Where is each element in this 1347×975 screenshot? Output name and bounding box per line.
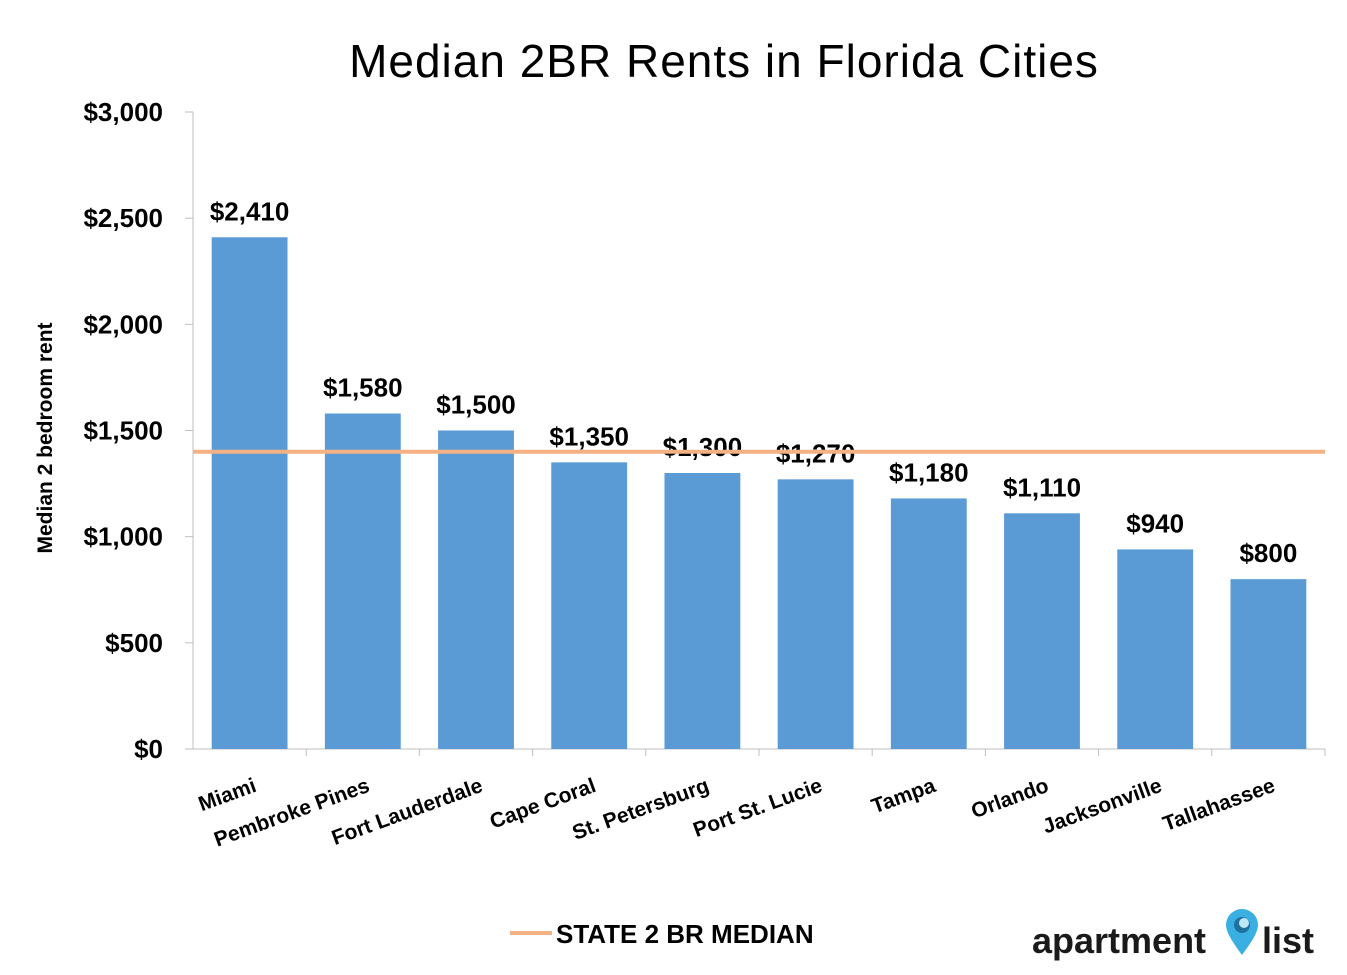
y-axis: $0 $500 $1,000 $1,500 $2,000 $2,500 $3,000: [83, 97, 1325, 764]
bar: [1117, 549, 1194, 749]
bar: [551, 462, 628, 749]
x-tick-label: Jacksonville: [1040, 774, 1165, 838]
y-tick-label: $2,500: [83, 203, 163, 233]
chart-title: Median 2BR Rents in Florida Cities: [349, 35, 1099, 87]
data-label: $1,350: [549, 421, 629, 451]
bar: [211, 237, 288, 749]
data-label: $800: [1239, 538, 1297, 568]
y-axis-label: Median 2 bedroom rent: [34, 322, 57, 553]
bar: [664, 472, 741, 749]
bar: [777, 479, 854, 749]
x-tick-label: Tallahassee: [1160, 774, 1278, 836]
data-label: $1,300: [663, 432, 743, 462]
y-tick-label: $1,500: [83, 416, 163, 446]
bar: [890, 498, 967, 749]
x-tick-label: Port St. Lucie: [690, 774, 825, 842]
bar: [438, 430, 514, 749]
bar: [324, 413, 401, 749]
y-tick-label: $0: [134, 734, 163, 764]
bar: [1230, 579, 1307, 749]
y-tick-label: $500: [105, 628, 163, 658]
bar: [1004, 513, 1080, 749]
data-label: $1,180: [889, 457, 969, 487]
y-tick-label: $1,000: [83, 522, 163, 552]
legend-label: STATE 2 BR MEDIAN: [556, 919, 814, 949]
data-label: $2,410: [210, 196, 290, 226]
y-tick-label: $3,000: [83, 97, 163, 127]
apartment-list-logo: apartment list: [1032, 909, 1314, 961]
logo-text-left: apartment: [1032, 920, 1206, 961]
legend: STATE 2 BR MEDIAN: [510, 919, 814, 949]
x-tick-label: Miami: [196, 774, 260, 816]
location-pin-icon: [1226, 909, 1258, 955]
x-tick-label: Tampa: [868, 774, 938, 818]
data-label: $1,580: [323, 373, 403, 403]
data-label: $1,110: [1003, 472, 1081, 502]
data-label: $1,500: [436, 390, 516, 420]
logo-text-right: list: [1262, 920, 1314, 961]
y-tick-label: $2,000: [83, 309, 163, 339]
x-tick-label: Orlando: [968, 774, 1052, 823]
data-label: $940: [1126, 508, 1184, 538]
